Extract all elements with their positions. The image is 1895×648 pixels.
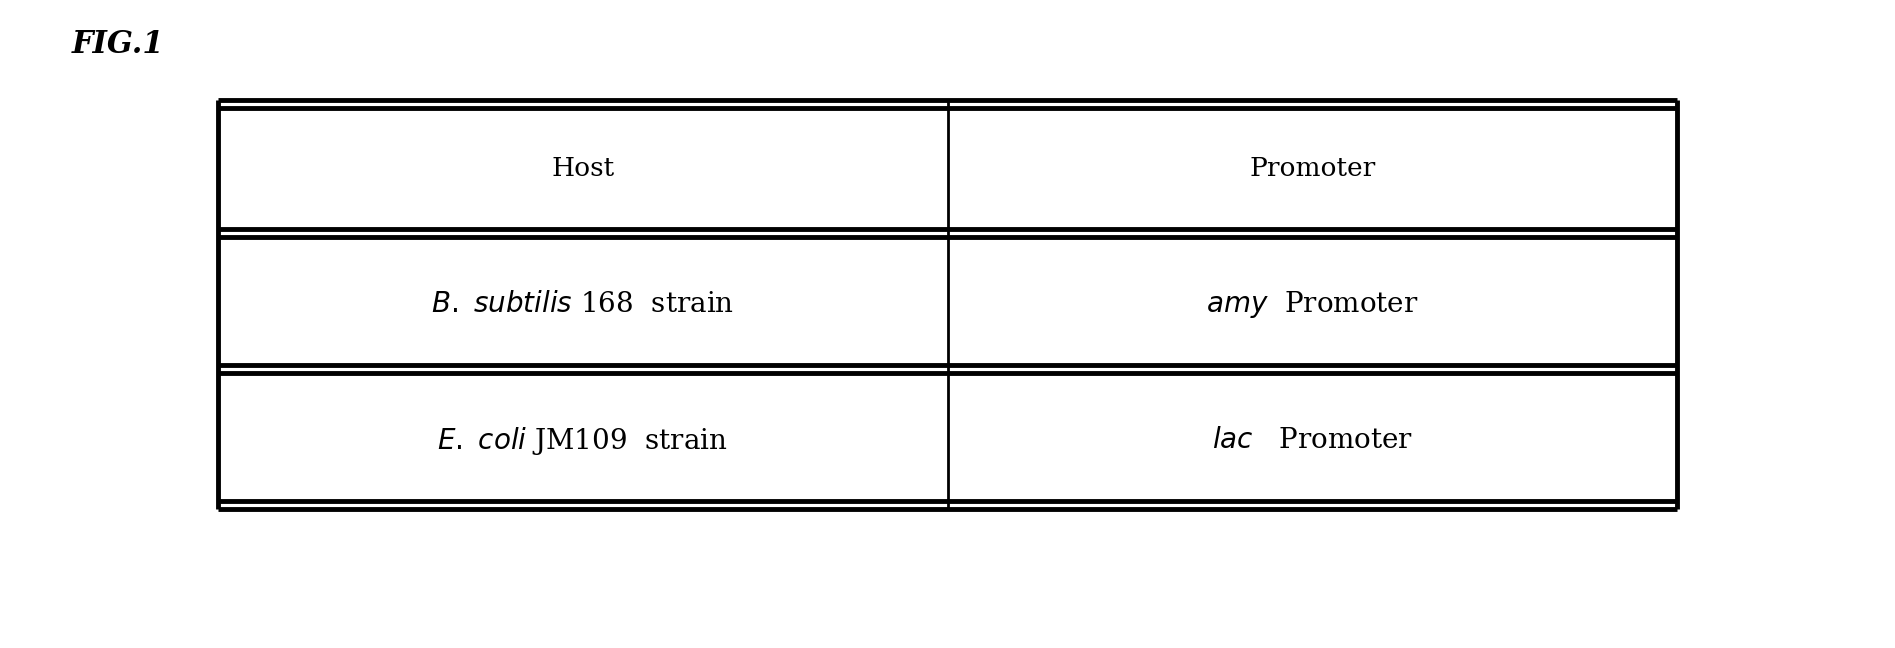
Text: Host: Host [551, 156, 614, 181]
Text: $\mathit{lac}$   Promoter: $\mathit{lac}$ Promoter [1211, 427, 1414, 454]
Text: $\mathit{E.\ coli}$ JM109  strain: $\mathit{E.\ coli}$ JM109 strain [438, 424, 728, 457]
Text: FIG.1: FIG.1 [72, 29, 165, 60]
Text: Promoter: Promoter [1249, 156, 1376, 181]
Text: $\mathit{amy}$  Promoter: $\mathit{amy}$ Promoter [1205, 289, 1419, 320]
Text: $\mathit{B.\ subtilis}$ 168  strain: $\mathit{B.\ subtilis}$ 168 strain [432, 291, 733, 318]
